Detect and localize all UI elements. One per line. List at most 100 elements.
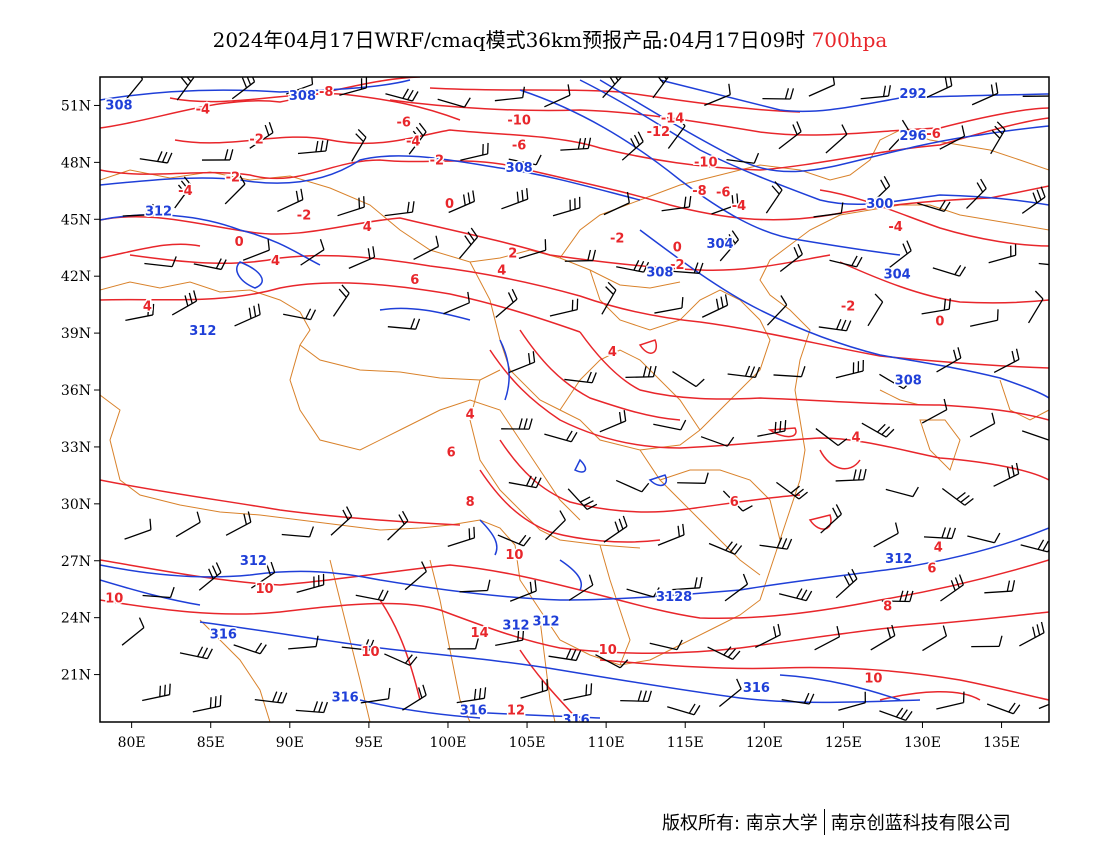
barb-feather: [902, 243, 908, 255]
temperature-contour-label: 0: [935, 315, 944, 330]
barb-feather: [532, 351, 536, 363]
barb-staff: [121, 627, 145, 646]
barb-feather: [150, 203, 154, 215]
barb-staff: [626, 588, 654, 598]
wind-barb: [544, 84, 571, 108]
wind-barb: [121, 617, 145, 646]
wind-barb: [567, 488, 598, 510]
wind-barb: [402, 684, 427, 711]
wind-barb: [940, 574, 964, 602]
barb-feather: [734, 545, 743, 555]
barb-feather: [467, 291, 470, 303]
barb-feather: [1067, 256, 1071, 266]
wind-barb: [967, 532, 1001, 544]
temperature-contour-label: -2: [226, 171, 240, 186]
wind-barb: [193, 258, 227, 271]
barb-feather: [943, 299, 946, 311]
wind-barb: [459, 579, 491, 593]
barb-feather: [652, 365, 657, 377]
barb-feather: [570, 432, 578, 443]
wind-barb: [781, 692, 815, 705]
barb-feather: [483, 687, 487, 699]
barb-feather: [938, 200, 946, 211]
temperature-contour-label: -14: [661, 112, 685, 127]
height-contour-label: 308: [105, 98, 132, 113]
temperature-contour-label: 6: [730, 495, 739, 510]
barb-feather: [618, 518, 624, 530]
barb-feather: [904, 590, 909, 602]
barb-feather: [516, 191, 519, 203]
barb-feather: [607, 281, 617, 291]
barb-staff: [936, 701, 964, 710]
barb-feather: [727, 648, 736, 658]
barb-feather: [188, 292, 193, 304]
barb-feather: [980, 178, 987, 189]
barb-feather: [300, 188, 304, 200]
barb-staff: [813, 212, 842, 218]
temperature-contour-label: 0: [445, 197, 454, 212]
barb-feather: [1006, 467, 1011, 479]
barb-feather: [1040, 186, 1046, 198]
height-contour-label: 312: [885, 552, 912, 567]
barb-feather: [418, 687, 423, 699]
barb-feather: [319, 239, 325, 250]
height-contour-label: 316: [460, 704, 487, 719]
height-contour-label: 316: [563, 713, 590, 728]
barb-feather: [693, 705, 701, 716]
barb-feather: [1042, 540, 1049, 551]
x-tick-label: 95E: [355, 735, 383, 751]
barb-feather: [1015, 348, 1020, 360]
barb-staff: [494, 97, 523, 102]
temperature-contour-label: -6: [396, 116, 410, 131]
wind-barb: [773, 366, 806, 378]
wind-barb: [971, 635, 1003, 648]
barb-feather: [942, 625, 948, 637]
barb-staff: [726, 158, 755, 164]
barb-feather: [246, 77, 252, 86]
barb-feather: [517, 630, 520, 642]
wind-barb: [625, 365, 657, 379]
barb-feather: [736, 678, 742, 690]
copyright-footer: 版权所有: 南京大学 南京创蓝科技有限公司: [662, 809, 1011, 837]
x-tick-label: 90E: [276, 735, 304, 751]
height-contour-label: 308: [506, 161, 533, 176]
wind-barb: [545, 510, 566, 541]
wind-barb: [966, 178, 987, 209]
barb-feather: [310, 309, 317, 320]
barb-feather: [753, 152, 760, 164]
barb-feather: [637, 690, 642, 702]
height-contour-label: 316: [210, 628, 237, 643]
barb-feather: [996, 309, 999, 321]
barb-feather: [585, 684, 588, 696]
x-tick-label: 100E: [429, 735, 466, 751]
wind-barb: [917, 200, 951, 212]
wind-barb: [443, 291, 470, 315]
x-tick-label: 85E: [197, 735, 225, 751]
barb-feather: [138, 617, 145, 628]
wind-barb: [360, 687, 391, 704]
barb-feather: [586, 371, 592, 383]
x-tick-label: 130E: [904, 735, 941, 751]
barb-feather: [663, 77, 668, 80]
wind-barb: [993, 462, 1020, 487]
wind-barb: [970, 309, 999, 327]
barb-feather: [895, 707, 904, 718]
barb-staff: [724, 583, 748, 602]
barb-staff: [360, 698, 389, 704]
wind-barb: [626, 587, 660, 598]
wind-barb: [765, 181, 783, 214]
barb-feather: [715, 298, 720, 310]
barb-feather: [315, 140, 319, 153]
barb-feather: [774, 181, 783, 191]
barb-feather: [998, 635, 1003, 647]
temperature-contour-label: -8: [692, 184, 706, 199]
barb-feather: [259, 644, 267, 655]
y-axis: 51N 48N 45N 42N 39N 36N 33N 30N 27N 24N 21N: [61, 98, 100, 684]
barb-feather: [784, 88, 790, 100]
barb-feather: [723, 646, 732, 656]
wind-barb: [603, 515, 628, 543]
barb-feather: [295, 190, 299, 202]
temperature-contour-label: -4: [732, 199, 746, 214]
barb-feather: [257, 303, 261, 315]
